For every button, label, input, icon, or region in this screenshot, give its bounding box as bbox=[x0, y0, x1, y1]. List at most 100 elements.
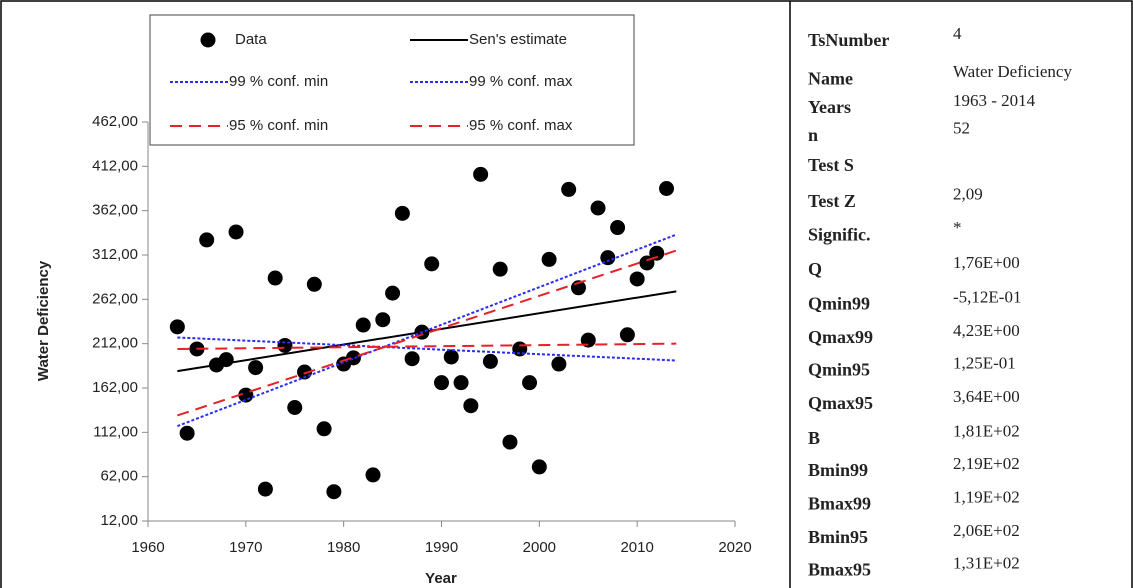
row-label: Qmax95 bbox=[808, 393, 873, 413]
row-label: Years bbox=[808, 97, 851, 117]
legend-label: 99 % conf. min bbox=[229, 73, 328, 90]
y-tick-label: 262,00 bbox=[92, 290, 138, 307]
row-value: -5,12E-01 bbox=[953, 287, 1021, 306]
row-value: 3,64E+00 bbox=[953, 387, 1020, 406]
legend-box bbox=[149, 14, 635, 146]
row-value: 1,19E+02 bbox=[953, 487, 1020, 506]
data-point bbox=[434, 375, 449, 391]
data-point bbox=[482, 353, 498, 369]
data-point bbox=[659, 181, 675, 196]
data-point bbox=[257, 481, 273, 497]
data-point bbox=[248, 360, 264, 376]
row-label: B bbox=[808, 428, 820, 448]
legend-label: Data bbox=[235, 31, 267, 48]
x-tick-label: 2000 bbox=[523, 539, 556, 556]
x-tick-label: 2020 bbox=[718, 539, 751, 556]
row-label: Signific. bbox=[808, 224, 871, 244]
legend-label: 99 % conf. max bbox=[469, 73, 573, 90]
data-point bbox=[199, 232, 215, 248]
data-point bbox=[365, 467, 381, 483]
trend-line bbox=[177, 342, 677, 350]
data-point bbox=[473, 166, 489, 182]
legend-label: Sen's estimate bbox=[469, 31, 567, 48]
row-value: 4 bbox=[953, 24, 962, 43]
data-point bbox=[287, 400, 303, 416]
row-label: Bmax95 bbox=[808, 560, 871, 580]
data-point bbox=[590, 200, 606, 216]
row-value: 52 bbox=[953, 119, 970, 138]
row-value: 1,81E+02 bbox=[953, 422, 1020, 441]
data-point bbox=[394, 205, 410, 221]
data-point bbox=[522, 375, 538, 391]
y-tick-label: 212,00 bbox=[92, 335, 138, 352]
row-value: * bbox=[953, 218, 962, 237]
x-tick-label: 1980 bbox=[327, 539, 360, 556]
row-label: Test Z bbox=[808, 191, 856, 211]
trend-line bbox=[177, 249, 677, 417]
data-point bbox=[453, 375, 469, 391]
x-tick-label: 1990 bbox=[425, 539, 458, 556]
row-value: 2,06E+02 bbox=[953, 521, 1020, 540]
row-label: Test S bbox=[808, 155, 854, 175]
row-label: TsNumber bbox=[808, 30, 889, 50]
data-point bbox=[326, 484, 342, 500]
row-label: Qmin95 bbox=[808, 360, 870, 380]
legend-label: 95 % conf. max bbox=[469, 117, 573, 134]
data-point bbox=[316, 421, 332, 437]
y-tick-label: 12,00 bbox=[100, 512, 138, 529]
data-point bbox=[355, 317, 371, 333]
row-label: n bbox=[808, 125, 818, 145]
row-value: 1963 - 2014 bbox=[953, 91, 1036, 110]
data-point bbox=[424, 256, 440, 272]
row-value: 4,23E+00 bbox=[953, 321, 1020, 340]
y-axis-label: Water Deficiency bbox=[35, 260, 52, 381]
data-point bbox=[267, 270, 283, 286]
x-tick-label: 1970 bbox=[229, 539, 262, 556]
data-point bbox=[629, 271, 645, 287]
row-label: Qmin99 bbox=[808, 294, 870, 314]
trend-line bbox=[177, 336, 677, 362]
data-point bbox=[404, 351, 420, 367]
legend-label: 95 % conf. min bbox=[229, 117, 328, 134]
data-point bbox=[531, 459, 547, 475]
y-tick-label: 412,00 bbox=[92, 157, 138, 174]
data-point bbox=[277, 337, 293, 353]
y-tick-label: 462,00 bbox=[92, 113, 138, 130]
x-tick-label: 2010 bbox=[620, 539, 653, 556]
data-point bbox=[169, 319, 185, 335]
y-tick-label: 62,00 bbox=[100, 468, 138, 485]
legend-marker bbox=[200, 32, 216, 48]
data-point bbox=[551, 356, 567, 372]
data-point bbox=[541, 251, 557, 267]
data-point bbox=[228, 224, 244, 240]
y-tick-label: 112,00 bbox=[93, 423, 138, 440]
data-point bbox=[345, 350, 361, 366]
data-point bbox=[443, 349, 459, 365]
row-label: Bmin95 bbox=[808, 527, 868, 547]
data-point bbox=[179, 425, 195, 441]
data-point bbox=[649, 245, 665, 261]
data-point bbox=[619, 327, 635, 343]
row-label: Bmin99 bbox=[808, 460, 868, 480]
data-point bbox=[385, 285, 401, 301]
data-point bbox=[306, 276, 322, 292]
y-tick-label: 362,00 bbox=[92, 202, 138, 219]
row-label: Qmax99 bbox=[808, 327, 873, 347]
data-point bbox=[492, 261, 508, 277]
row-value: 1,25E-01 bbox=[953, 353, 1016, 372]
row-label: Name bbox=[808, 68, 853, 88]
row-value: 2,19E+02 bbox=[953, 454, 1020, 473]
data-point bbox=[375, 312, 391, 328]
x-axis-label: Year bbox=[425, 570, 457, 587]
row-value: 1,31E+02 bbox=[953, 553, 1020, 572]
x-tick-label: 1960 bbox=[131, 539, 164, 556]
row-value: 1,76E+00 bbox=[953, 253, 1020, 272]
data-point bbox=[561, 181, 577, 197]
data-point bbox=[463, 398, 479, 414]
y-tick-label: 312,00 bbox=[92, 246, 138, 263]
data-point bbox=[610, 220, 626, 236]
row-label: Bmax99 bbox=[808, 494, 871, 514]
